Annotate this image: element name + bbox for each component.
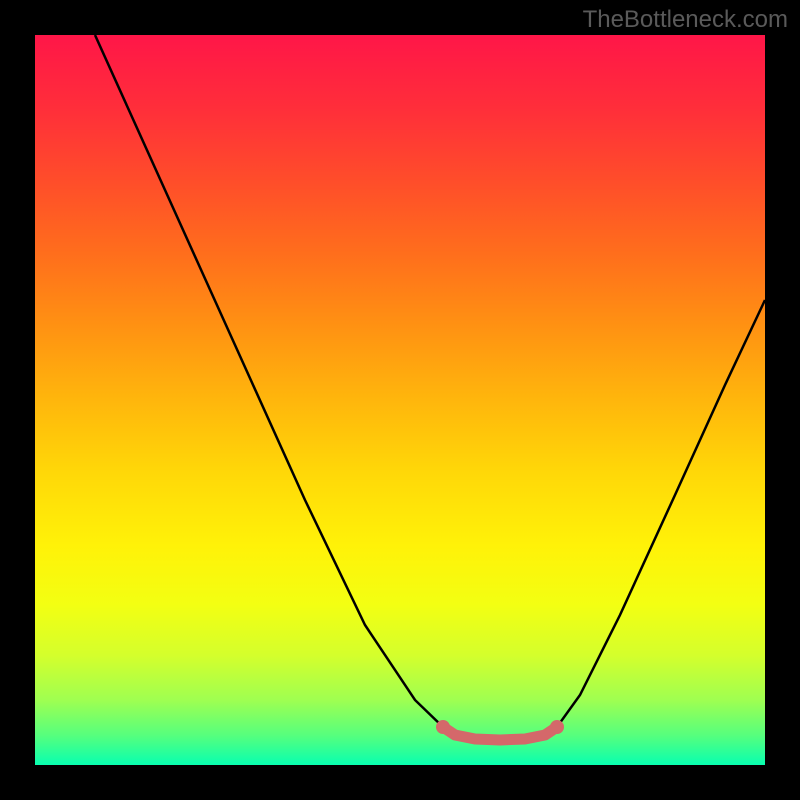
valley-endpoint-dot xyxy=(438,722,449,733)
bottleneck-curve xyxy=(35,35,765,765)
valley-endpoint-dot xyxy=(552,722,563,733)
curve-line xyxy=(95,35,765,740)
valley-highlight xyxy=(443,727,557,740)
chart-plot-area xyxy=(35,35,765,765)
watermark-text: TheBottleneck.com xyxy=(583,6,788,34)
